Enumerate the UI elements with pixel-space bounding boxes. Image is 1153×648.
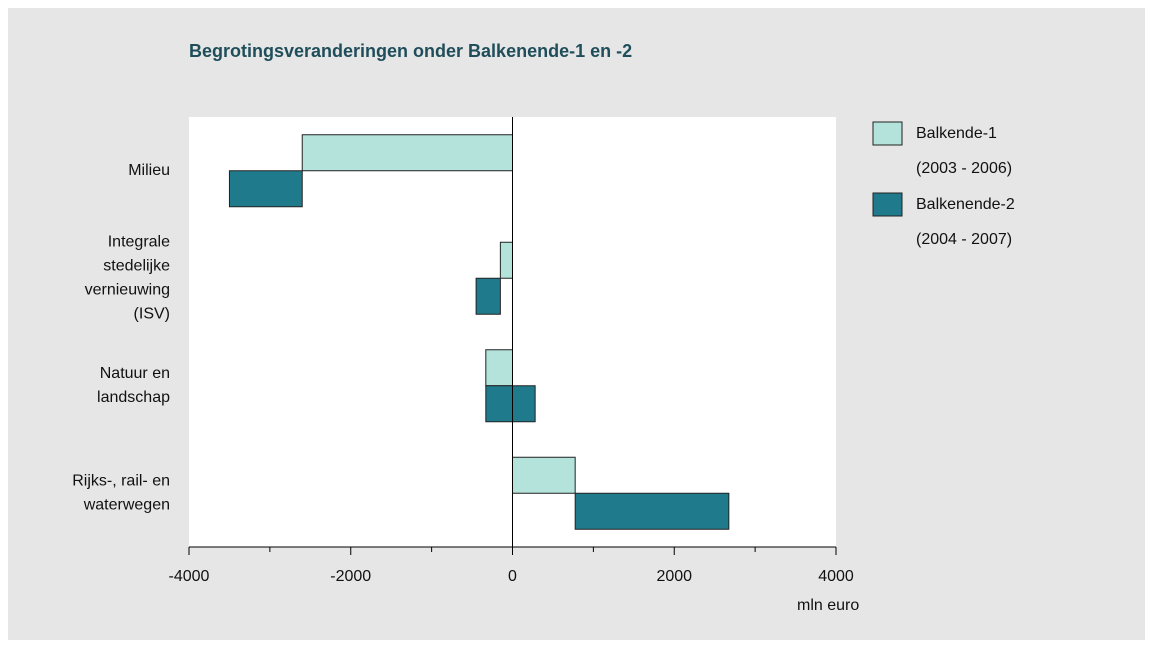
bar [574, 492, 730, 530]
x-axis-label: mln euro [797, 597, 859, 614]
bar [228, 170, 303, 208]
legend-swatch [872, 121, 903, 146]
bar [485, 349, 513, 387]
category-label: Natuur en [100, 365, 170, 382]
category-label: stedelijke [103, 257, 170, 274]
legend-label: Balkenende-2 [916, 196, 1015, 213]
bar [485, 385, 536, 423]
category-label: landschap [97, 389, 170, 406]
category-label: Milieu [128, 162, 170, 179]
x-tick-label: 2000 [656, 568, 692, 585]
legend-label: Balkende-1 [916, 125, 997, 142]
chart-title: Begrotingsveranderingen onder Balkenende… [189, 41, 632, 61]
x-tick-label: -2000 [330, 568, 371, 585]
bar [475, 277, 501, 315]
category-label: waterwegen [83, 496, 170, 513]
category-label: (ISV) [134, 305, 170, 322]
x-tick-label: -4000 [169, 568, 210, 585]
bar [301, 134, 513, 172]
legend-swatch [872, 192, 903, 217]
legend-period: (2004 - 2007) [916, 231, 1012, 248]
x-tick-label: 0 [508, 568, 517, 585]
bar [512, 456, 576, 494]
x-tick-label: 4000 [818, 568, 854, 585]
legend-period: (2003 - 2006) [916, 160, 1012, 177]
bar [499, 241, 513, 279]
category-label: Integrale [108, 233, 170, 250]
category-label: vernieuwing [85, 281, 170, 298]
category-label: Rijks-, rail- en [72, 472, 170, 489]
